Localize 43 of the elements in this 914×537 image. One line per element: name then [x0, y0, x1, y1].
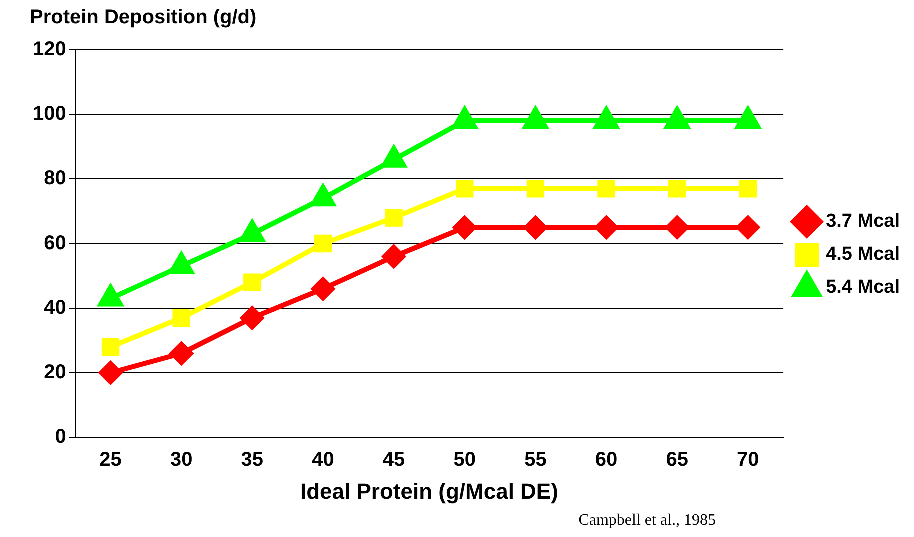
point — [244, 274, 262, 292]
y-tick-label: 0 — [55, 426, 66, 448]
y-tick-label: 40 — [44, 296, 66, 319]
x-axis-title: Ideal Protein (g/Mcal DE) — [300, 478, 558, 504]
x-tick-label: 35 — [241, 449, 264, 472]
point — [739, 180, 758, 198]
x-tick-label: 70 — [737, 449, 760, 472]
point — [456, 180, 474, 198]
point — [526, 180, 545, 198]
x-tick-label: 40 — [312, 449, 334, 472]
x-tick-label: 55 — [524, 449, 547, 472]
y-tick-label: 80 — [44, 168, 66, 190]
legend-label: 5.4 Mcal — [826, 277, 900, 298]
x-tick-label: 50 — [454, 449, 476, 472]
point — [382, 245, 406, 268]
point — [172, 309, 190, 327]
point — [598, 180, 616, 198]
point — [453, 216, 476, 240]
legend-label: 4.5 Mcal — [826, 244, 900, 266]
x-tick-label: 65 — [666, 449, 688, 472]
y-axis-title: Protein Deposition (g/d) — [30, 6, 257, 29]
y-tick-label: 60 — [44, 232, 66, 254]
point — [102, 338, 120, 356]
point — [595, 216, 618, 240]
point — [314, 234, 332, 253]
text: Campbell et al., 1985 — [578, 512, 716, 530]
point — [524, 216, 548, 240]
x-tick-label: 60 — [595, 449, 618, 472]
point — [666, 216, 689, 240]
legend-label: 3.7 Mcal — [826, 211, 900, 232]
point — [99, 362, 122, 384]
point — [385, 209, 403, 227]
y-tick-label: 120 — [32, 38, 66, 61]
point — [170, 342, 194, 366]
point — [312, 278, 335, 301]
point — [668, 180, 686, 198]
point — [240, 306, 264, 330]
x-tick-label: 30 — [170, 449, 193, 472]
y-tick-label: 20 — [44, 362, 66, 384]
x-tick-label: 45 — [382, 449, 406, 472]
point — [736, 216, 760, 240]
x-tick-label: 25 — [100, 449, 122, 472]
y-tick-label: 100 — [32, 103, 66, 126]
